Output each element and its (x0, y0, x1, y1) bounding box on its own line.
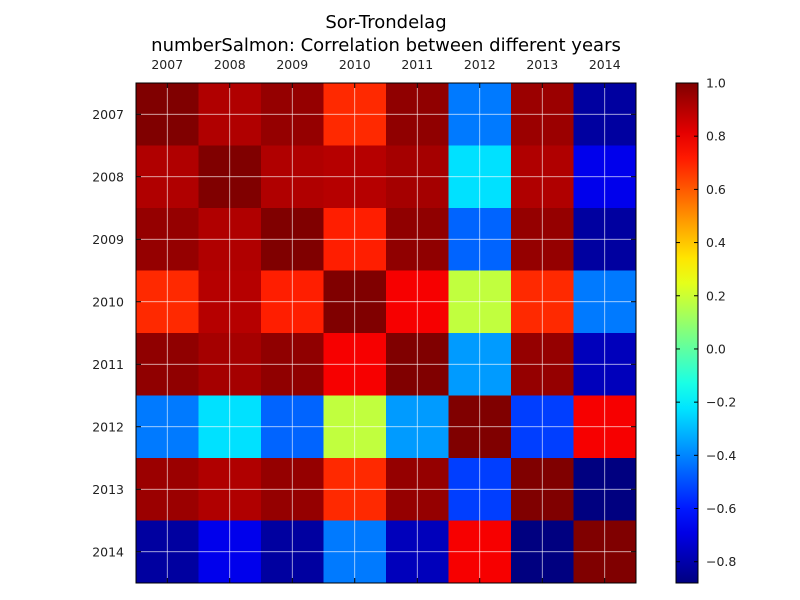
y-tick-label: 2012 (92, 419, 124, 434)
x-tick-label: 2010 (339, 57, 371, 72)
chart-subtitle: numberSalmon: Correlation between differ… (151, 35, 621, 56)
x-tick-label: 2007 (151, 57, 183, 72)
colorbar-tick-label: −0.4 (706, 448, 736, 463)
x-tick-label: 2009 (276, 57, 308, 72)
y-tick-label: 2011 (92, 357, 124, 372)
y-tick-label: 2009 (92, 232, 124, 247)
colorbar-tick-label: 0.4 (706, 235, 726, 250)
colorbar-tick-label: 0.6 (706, 182, 726, 197)
x-axis-ticks: 2007 2008 2009 2010 2011 2012 2013 2014 (151, 57, 621, 583)
x-tick-label: 2008 (214, 57, 246, 72)
heatmap-cells (136, 83, 637, 584)
colorbar: −0.8 −0.6 −0.4 −0.2 0.0 0.2 0.4 0.6 0.8 1.0 (675, 76, 736, 584)
x-tick-label: 2014 (589, 57, 621, 72)
colorbar-frame (675, 82, 699, 584)
y-axis-ticks: 2007 2008 2009 2010 2011 2012 2013 2014 (92, 107, 636, 559)
colorbar-tick-label: −0.2 (706, 395, 736, 410)
y-tick-label: 2010 (92, 294, 124, 309)
x-tick-label: 2013 (526, 57, 558, 72)
y-tick-label: 2008 (92, 169, 124, 184)
colorbar-tick-label: 0.8 (706, 129, 726, 144)
x-tick-label: 2012 (464, 57, 496, 72)
y-tick-label: 2014 (92, 544, 124, 559)
colorbar-tick-label: −0.6 (706, 501, 736, 516)
colorbar-tick-label: 0.0 (706, 341, 726, 356)
colorbar-tick-label: −0.8 (706, 554, 736, 569)
heatmap-frame (135, 82, 637, 584)
colorbar-gradient (676, 83, 698, 583)
colorbar-tick-label: 1.0 (706, 76, 726, 91)
y-tick-label: 2013 (92, 482, 124, 497)
chart-title: Sor-Trondelag (325, 12, 446, 33)
y-tick-label: 2007 (92, 107, 124, 122)
colorbar-tick-label: 0.2 (706, 288, 726, 303)
x-tick-label: 2011 (401, 57, 433, 72)
heatmap-grid (136, 83, 636, 583)
